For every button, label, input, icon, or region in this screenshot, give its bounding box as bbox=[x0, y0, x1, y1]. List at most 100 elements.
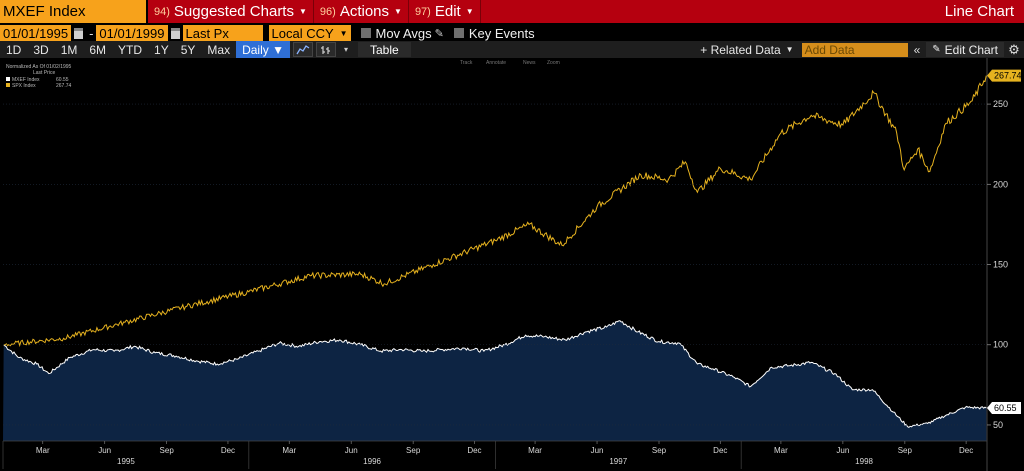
y-tick-label: 200 bbox=[993, 179, 1008, 189]
currency-label: Local CCY bbox=[271, 25, 334, 41]
menu-label: Edit bbox=[434, 3, 461, 20]
menu-edit[interactable]: 97) Edit ▼ bbox=[409, 0, 481, 23]
x-tick-label: Sep bbox=[898, 446, 913, 455]
last-value-badge-mxef: 60.55 bbox=[987, 402, 1021, 415]
gear-icon[interactable]: ⚙ bbox=[1008, 41, 1020, 57]
caret-down-icon: ▼ bbox=[339, 28, 348, 38]
bar-style-icon[interactable] bbox=[315, 42, 336, 57]
range-3d-button[interactable]: 3D bbox=[33, 42, 49, 57]
mov-avgs-label: Mov Avgs bbox=[375, 25, 432, 41]
caret-down-icon: ▼ bbox=[394, 7, 402, 16]
y-axis: 50 100 150 200 250 60.55 267.74 bbox=[986, 58, 1022, 471]
x-tick-label: Mar bbox=[774, 446, 788, 455]
x-year-label: 1997 bbox=[609, 457, 627, 466]
gridlines bbox=[3, 103, 987, 426]
start-date-field[interactable]: 01/01/1995 bbox=[0, 25, 72, 41]
x-tick-label: Dec bbox=[221, 446, 235, 455]
badge-background bbox=[987, 402, 1021, 415]
edit-chart-button[interactable]: ✎ Edit Chart bbox=[926, 42, 1004, 57]
key-events-checkbox[interactable] bbox=[453, 28, 464, 38]
menu-number: 97) bbox=[414, 5, 431, 18]
menu-actions[interactable]: 96) Actions ▼ bbox=[314, 0, 409, 23]
x-tick-label: Jun bbox=[591, 446, 604, 455]
legend-name-spx: SPX Index bbox=[12, 83, 36, 89]
calendar-icon[interactable] bbox=[170, 27, 180, 39]
x-year-label: 1998 bbox=[855, 457, 873, 466]
pencil-icon: ✎ bbox=[932, 44, 941, 55]
x-tick-label: Dec bbox=[713, 446, 727, 455]
x-tick-label: Sep bbox=[406, 446, 421, 455]
plot-area bbox=[3, 75, 987, 441]
ticker-field[interactable]: MXEF Index bbox=[0, 0, 148, 23]
legend-swatch-spx bbox=[6, 83, 10, 87]
related-data-button[interactable]: + Related Data ▼ bbox=[692, 43, 801, 57]
menu-number: 96) bbox=[319, 5, 336, 18]
price-field-select[interactable]: Last Px bbox=[182, 25, 263, 41]
end-date-field[interactable]: 01/01/1999 bbox=[96, 25, 168, 41]
key-events-label: Key Events bbox=[468, 25, 535, 41]
chart-style-caret-icon[interactable]: ▾ bbox=[343, 45, 348, 54]
range-toolbar: 1D 3D 1M 6M YTD 1Y 5Y Max Daily ▼ ▾ Tabl… bbox=[0, 41, 1024, 58]
tool-track[interactable]: Track bbox=[460, 60, 473, 66]
chart-tools: Track Annotate News Zoom bbox=[460, 60, 560, 66]
last-value-badge-spx: 267.74 bbox=[987, 69, 1022, 82]
x-tick-label: Dec bbox=[467, 446, 481, 455]
legend-name-mxef: MXEF Index bbox=[12, 77, 40, 83]
x-year-label: 1995 bbox=[117, 457, 135, 466]
range-max-button[interactable]: Max bbox=[207, 42, 231, 57]
menu-number: 94) bbox=[154, 5, 170, 18]
pencil-icon[interactable]: ✎ bbox=[434, 27, 444, 40]
edit-chart-label: Edit Chart bbox=[944, 42, 998, 57]
legend-header: Normalized As Of 01/02/1995 bbox=[6, 64, 72, 70]
collapse-icon[interactable]: « bbox=[913, 42, 921, 57]
menu-label: Actions bbox=[339, 3, 390, 20]
menu-suggested-charts[interactable]: 94) Suggested Charts ▼ bbox=[148, 0, 314, 23]
x-tick-label: Jun bbox=[345, 446, 358, 455]
chart-legend: Normalized As Of 01/02/1995 Last Price M… bbox=[6, 64, 72, 89]
mxef-area-fill bbox=[3, 320, 987, 441]
add-data-placeholder: Add Data bbox=[804, 42, 855, 57]
x-tick-label: Sep bbox=[160, 446, 175, 455]
x-tick-label: Jun bbox=[98, 446, 111, 455]
add-data-input[interactable]: Add Data bbox=[801, 42, 908, 57]
x-tick-label: Jun bbox=[836, 446, 849, 455]
y-tick-label: 100 bbox=[993, 340, 1008, 350]
line-chart-icon[interactable] bbox=[292, 42, 313, 57]
x-tick-label: Mar bbox=[528, 446, 542, 455]
y-tick-label: 150 bbox=[993, 260, 1008, 270]
legend-swatch-mxef bbox=[6, 77, 10, 81]
x-tick-label: Dec bbox=[959, 446, 973, 455]
legend-value-mxef: 60.55 bbox=[56, 77, 69, 83]
date-separator: - bbox=[89, 25, 94, 41]
badge-value: 267.74 bbox=[994, 71, 1022, 81]
range-6m-button[interactable]: 6M bbox=[89, 42, 107, 57]
chart-type-title: Line Chart bbox=[944, 3, 1014, 20]
range-1m-button[interactable]: 1M bbox=[60, 42, 78, 57]
y-tick-label: 250 bbox=[993, 99, 1008, 109]
frequency-select[interactable]: Daily ▼ bbox=[236, 41, 290, 58]
caret-down-icon: ▼ bbox=[785, 45, 794, 54]
caret-down-icon: ▼ bbox=[465, 7, 474, 16]
related-data-label: + Related Data bbox=[700, 42, 781, 57]
tool-annotate[interactable]: Annotate bbox=[486, 60, 506, 66]
tool-news[interactable]: News bbox=[523, 60, 536, 66]
legend-subheader: Last Price bbox=[33, 70, 55, 76]
badge-value: 60.55 bbox=[994, 403, 1017, 413]
range-1y-button[interactable]: 1Y bbox=[154, 42, 169, 57]
x-axis: Mar Jun Sep Dec Mar Jun Sep Dec Mar Jun Sep Dec Mar J… bbox=[2, 440, 987, 469]
tool-zoom[interactable]: Zoom bbox=[547, 60, 560, 66]
table-button[interactable]: Table bbox=[357, 42, 411, 57]
calendar-icon[interactable] bbox=[74, 27, 84, 39]
range-1d-button[interactable]: 1D bbox=[6, 42, 22, 57]
legend-value-spx: 267.74 bbox=[56, 83, 72, 89]
menu-label: Suggested Charts bbox=[173, 3, 294, 20]
top-menu-bar: MXEF Index 94) Suggested Charts ▼ 96) Ac… bbox=[0, 0, 1024, 23]
currency-select[interactable]: Local CCY ▼ bbox=[268, 25, 351, 41]
mov-avgs-checkbox[interactable] bbox=[360, 28, 371, 38]
caret-down-icon: ▼ bbox=[298, 7, 307, 16]
range-ytd-button[interactable]: YTD bbox=[118, 42, 143, 57]
range-5y-button[interactable]: 5Y bbox=[180, 42, 196, 57]
series-line-mxef bbox=[3, 320, 987, 429]
badge-background bbox=[987, 69, 1021, 82]
